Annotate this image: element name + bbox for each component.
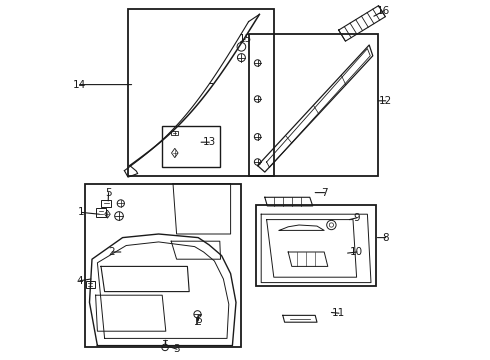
Bar [97,208,106,217]
Text: 14: 14 [73,80,86,90]
Text: 6: 6 [195,315,201,325]
Text: 5: 5 [105,188,112,198]
Text: 2: 2 [108,247,115,257]
Text: 7: 7 [321,188,327,198]
Bar [172,131,178,135]
Text: 9: 9 [353,213,360,223]
Text: 3: 3 [173,344,180,354]
Text: 13: 13 [202,137,216,147]
Bar [85,184,242,347]
Bar [128,9,274,176]
Text: 15: 15 [238,34,252,44]
Text: 4: 4 [76,276,83,286]
Text: 12: 12 [379,96,392,106]
Text: 10: 10 [350,247,363,257]
Text: 8: 8 [382,233,389,243]
Text: 16: 16 [377,6,390,16]
Bar [256,205,376,286]
Text: 11: 11 [332,308,345,318]
Bar [86,281,95,288]
Bar [101,200,111,207]
Bar [162,126,220,167]
Bar [248,34,378,176]
Text: 1: 1 [78,207,84,217]
